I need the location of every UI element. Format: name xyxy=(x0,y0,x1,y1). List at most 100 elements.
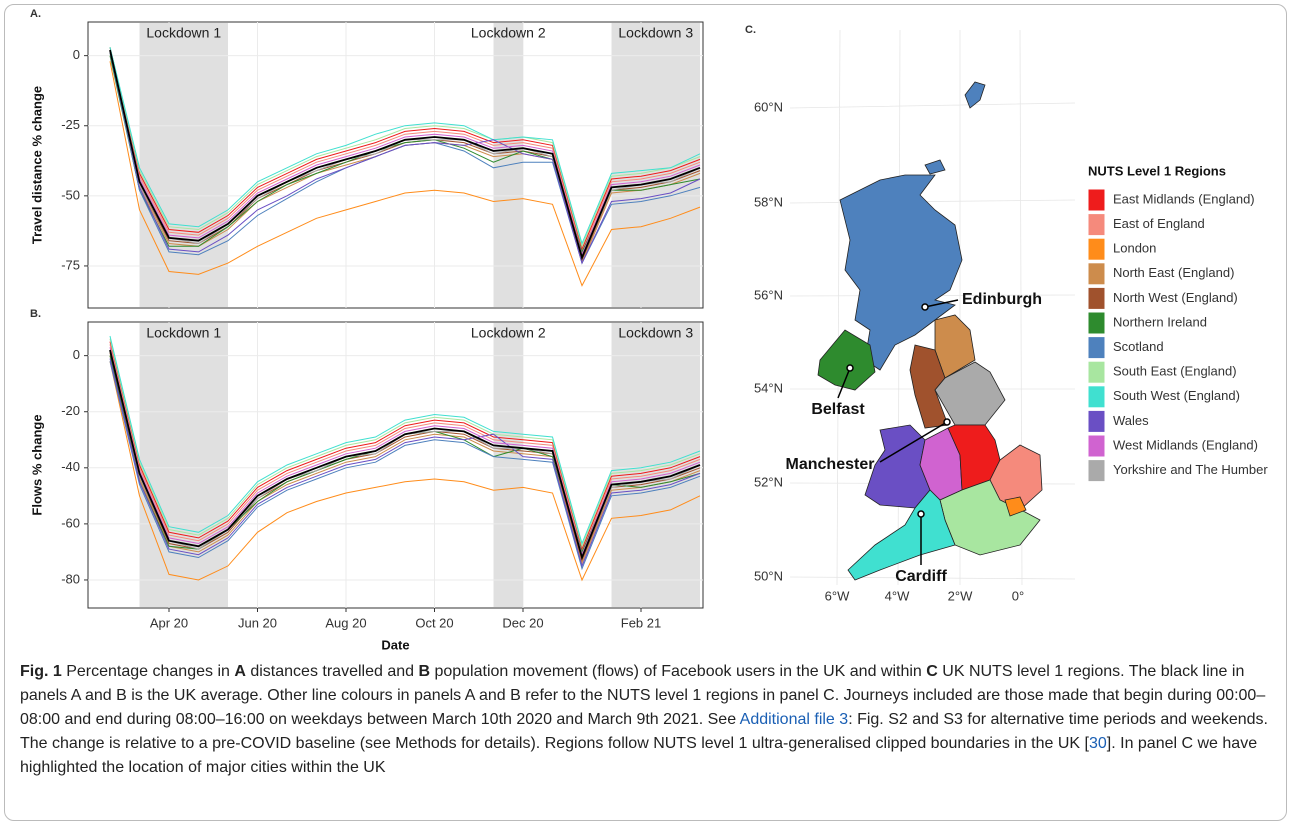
x-tick-label: Oct 20 xyxy=(415,615,453,630)
legend-label: Wales xyxy=(1113,413,1149,428)
caption-text[interactable]: 30 xyxy=(1088,735,1107,752)
legend-label: South West (England) xyxy=(1113,388,1240,403)
legend-swatch xyxy=(1087,311,1106,335)
series-line xyxy=(109,355,701,565)
lockdown-span xyxy=(139,23,228,307)
lat-label: 50°N xyxy=(754,568,783,583)
lockdown-label: Lockdown 2 xyxy=(471,25,546,41)
caption-text: A xyxy=(234,663,246,680)
lockdown-label: Lockdown 3 xyxy=(618,325,693,341)
legend-label: South East (England) xyxy=(1113,364,1237,379)
lockdown-span xyxy=(139,323,228,607)
city-label: Manchester xyxy=(786,456,875,473)
chart: Lockdown 1 Lockdown 2 Lockdown 3 0 -25 -50 -75… xyxy=(29,8,1268,653)
lat-label: 60°N xyxy=(754,99,783,114)
region xyxy=(839,174,963,371)
panel-label: B. xyxy=(30,308,41,320)
legend-swatch xyxy=(1087,262,1106,286)
lockdown-span xyxy=(611,23,700,307)
x-tick-label: Dec 20 xyxy=(502,615,543,630)
city-label: Cardiff xyxy=(895,568,947,585)
caption: Fig. 1 Percentage changes in A distances… xyxy=(20,660,1275,780)
series-line xyxy=(109,49,701,261)
series-line xyxy=(109,361,701,571)
y-tick-label: -80 xyxy=(61,571,80,586)
lat-label: 54°N xyxy=(754,380,783,395)
legend-swatch xyxy=(1087,459,1106,483)
city-markers xyxy=(837,299,959,565)
legend-label: London xyxy=(1113,241,1156,256)
legend-label: North West (England) xyxy=(1113,290,1238,305)
y-tick-label: -20 xyxy=(61,403,80,418)
caption-text[interactable]: 3 xyxy=(839,711,849,728)
map xyxy=(789,29,1076,586)
legend-swatch xyxy=(1087,213,1106,237)
y-tick-label: 0 xyxy=(73,47,80,62)
region xyxy=(934,361,1006,426)
series-line xyxy=(109,47,701,248)
caption-text[interactable]: Additional file xyxy=(739,711,835,728)
legend-label: East Midlands (England) xyxy=(1113,191,1255,206)
region xyxy=(924,159,946,175)
x-tick-label: Aug 20 xyxy=(325,615,366,630)
legend-label: North East (England) xyxy=(1113,265,1234,280)
lon-label: 6°W xyxy=(825,588,850,603)
frame xyxy=(4,4,1287,821)
caption-text: Fig. 1 xyxy=(20,663,62,680)
y-tick-label: -50 xyxy=(61,187,80,202)
x-tick-label: Feb 21 xyxy=(621,615,661,630)
series-line xyxy=(109,49,701,257)
legend-label: Scotland xyxy=(1113,339,1164,354)
region xyxy=(817,329,876,391)
lockdown-label: Lockdown 1 xyxy=(146,325,221,341)
legend-swatch xyxy=(1087,336,1106,360)
series-line xyxy=(109,61,701,287)
y-tick-label: -40 xyxy=(61,459,80,474)
caption-text: C xyxy=(926,663,938,680)
series-line xyxy=(109,361,701,582)
caption-text: UK NUTS level 1 regions. The black line … xyxy=(20,663,1266,728)
region xyxy=(1004,496,1027,517)
legend-label: Northern Ireland xyxy=(1113,314,1207,329)
x-axis-label: Date xyxy=(381,637,409,652)
legend-swatch xyxy=(1087,409,1106,433)
caption-text: B xyxy=(418,663,431,680)
lat-label: 58°N xyxy=(754,194,783,209)
y-tick-label: -75 xyxy=(61,257,80,272)
y-tick-label: 0 xyxy=(73,347,80,362)
caption-text: population movement (flows) of Facebook … xyxy=(430,663,927,680)
legend-label: West Midlands (England) xyxy=(1113,437,1258,452)
series-line xyxy=(109,344,701,554)
lat-label: 56°N xyxy=(754,287,783,302)
y-axis-label: Flows % change xyxy=(29,414,44,515)
legend-label: Yorkshire and The Humber xyxy=(1113,462,1268,477)
legend-title: NUTS Level 1 Regions xyxy=(1088,163,1226,178)
y-tick-label: -25 xyxy=(61,117,80,132)
panel-label: C. xyxy=(745,24,756,36)
legend-label: East of England xyxy=(1113,216,1205,231)
series-line xyxy=(109,47,701,251)
x-tick-label: Apr 20 xyxy=(150,615,188,630)
city-label: Belfast xyxy=(811,401,865,418)
series-line xyxy=(109,347,701,557)
lon-label: 4°W xyxy=(885,588,910,603)
series-line xyxy=(109,49,701,254)
lockdown-label: Lockdown 2 xyxy=(471,325,546,341)
series-line xyxy=(109,358,701,568)
caption-text: ]. In panel C we have highlighted the lo… xyxy=(20,735,1258,776)
legend-swatch xyxy=(1087,360,1106,384)
series-line xyxy=(109,341,701,551)
legend-swatch xyxy=(1087,434,1106,458)
series-line xyxy=(109,349,701,561)
caption-text: : Fig. S2 and S3 for alternative time pe… xyxy=(20,711,1268,752)
series-line xyxy=(109,338,701,548)
y-axis-label: Travel distance % change xyxy=(29,86,44,244)
region xyxy=(847,489,956,581)
x-tick-label: Jun 20 xyxy=(238,615,277,630)
series-line xyxy=(109,47,701,246)
lockdown-label: Lockdown 1 xyxy=(146,25,221,41)
series-line xyxy=(109,335,701,546)
panel-label: A. xyxy=(30,8,41,20)
caption-text: distances travelled and xyxy=(245,663,419,680)
